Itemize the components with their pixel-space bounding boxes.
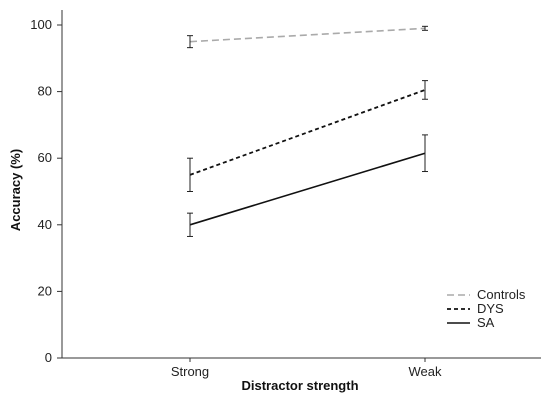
series-layer: [187, 25, 428, 237]
series-dys: [187, 80, 428, 192]
series-sa: [187, 134, 428, 237]
error-bar: [187, 35, 193, 49]
series-controls: [187, 25, 428, 49]
x-ticks: Strong Weak: [171, 358, 442, 379]
legend-label: SA: [477, 315, 495, 330]
y-tick-label: 40: [38, 217, 52, 232]
legend-label: DYS: [477, 301, 504, 316]
x-tick-label: Weak: [409, 364, 442, 379]
y-ticks: 0 20 40 60 80 100: [30, 17, 62, 365]
error-bar: [422, 134, 428, 173]
plot-area: 0 20 40 60 80 100 Strong Weak: [30, 10, 541, 379]
y-tick-label: 100: [30, 17, 52, 32]
series-line: [189, 152, 426, 226]
legend-label: Controls: [477, 287, 526, 302]
error-bar: [187, 212, 193, 237]
x-tick-label: Strong: [171, 364, 209, 379]
y-tick-label: 20: [38, 283, 52, 298]
y-tick-label: 0: [45, 350, 52, 365]
error-bar: [422, 80, 428, 100]
series-line: [189, 89, 426, 176]
y-tick-label: 60: [38, 150, 52, 165]
x-axis-title: Distractor strength: [241, 378, 358, 393]
error-bar: [422, 25, 428, 31]
y-tick-label: 80: [38, 84, 52, 99]
series-line: [189, 27, 426, 43]
y-axis-title: Accuracy (%): [8, 149, 23, 231]
error-bar: [187, 157, 193, 192]
